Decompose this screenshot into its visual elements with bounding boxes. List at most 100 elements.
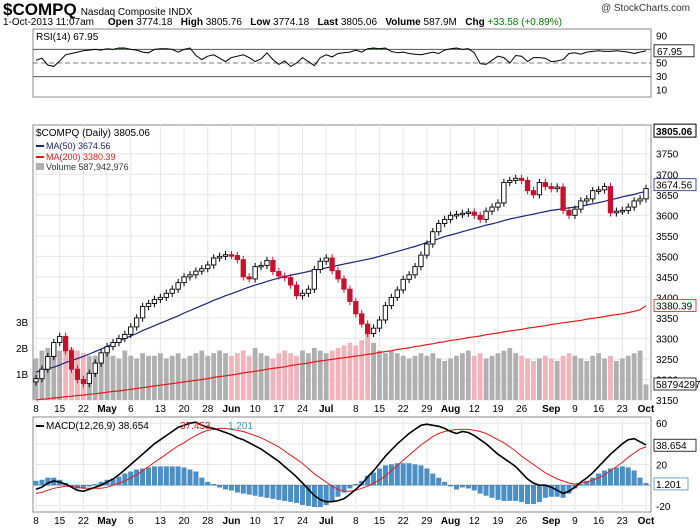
- candle-up: [51, 342, 57, 357]
- volume-bar: [223, 353, 228, 400]
- macd-x-tick-label: 15: [54, 516, 66, 527]
- volume-bar: [424, 355, 430, 400]
- volume-bar: [104, 353, 110, 400]
- price-x-tick-label: 8: [353, 404, 359, 415]
- volume-bar: [507, 348, 513, 400]
- macd-histogram-bar: [412, 464, 418, 486]
- price-x-tick-label: Sep: [542, 404, 560, 415]
- macd-line: [35, 421, 647, 503]
- volume-bar: [525, 358, 530, 400]
- candle-up: [394, 289, 400, 298]
- volume-bar: [590, 355, 596, 400]
- volume-bar: [596, 353, 602, 400]
- candle-up: [305, 288, 312, 294]
- macd-histogram-bar: [264, 485, 270, 498]
- candle-up: [216, 255, 223, 259]
- candle-down: [548, 186, 554, 190]
- volume-bar: [602, 358, 607, 400]
- candle-up: [252, 266, 258, 280]
- volume-bar: [128, 355, 134, 400]
- macd-x-tick-label: 13: [155, 516, 167, 527]
- macd-histogram-bar: [489, 485, 495, 498]
- macd-histogram-bar: [525, 485, 531, 504]
- macd-histogram-bar: [424, 468, 430, 486]
- volume-bar: [335, 348, 341, 400]
- candle-up: [151, 298, 158, 304]
- macd-histogram-bar: [477, 485, 483, 494]
- volume-bar: [572, 355, 578, 400]
- macd-x-tick-label: 20: [178, 516, 190, 527]
- macd-histogram-bar: [305, 485, 311, 506]
- macd-histogram-bar: [146, 467, 151, 486]
- macd-x-tick-label: Jul: [319, 516, 334, 527]
- macd-histogram-bar: [418, 465, 424, 486]
- volume-bar: [98, 358, 104, 400]
- macd-histogram-bar: [643, 482, 649, 486]
- volume-bar: [388, 350, 394, 400]
- volume-bar: [152, 355, 157, 400]
- macd-y-tick-label: 60: [656, 419, 668, 430]
- volume-bar: [187, 355, 193, 400]
- macd-histogram-bar: [625, 467, 631, 486]
- price-x-tick-label: May: [97, 404, 117, 415]
- candle-up: [513, 177, 519, 181]
- volume-bar: [613, 361, 619, 400]
- macd-histogram-bar: [163, 466, 169, 486]
- volume-bar: [359, 340, 365, 400]
- candle-up: [98, 352, 104, 364]
- macd-x-tick-label: 8: [33, 516, 39, 527]
- candle-up: [459, 212, 466, 216]
- candle-down: [282, 275, 288, 279]
- volume-bar: [211, 353, 217, 400]
- candle-up: [122, 333, 128, 339]
- price-x-tick-label: 15: [54, 404, 66, 415]
- macd-histogram-bar: [169, 466, 175, 486]
- macd-x-tick-label: 9: [572, 516, 578, 527]
- candle-up: [323, 257, 329, 262]
- volume-bar: [276, 353, 282, 400]
- macd-histogram-bar: [199, 477, 205, 486]
- volume-bar: [240, 350, 246, 400]
- volume-bar: [146, 355, 151, 400]
- macd-last-box: [653, 438, 697, 452]
- macd-histogram-bar: [217, 485, 223, 488]
- price-y-tick-label: 3750: [656, 150, 679, 161]
- volume-bar: [460, 353, 465, 400]
- macd-legend-hist: 1.201: [228, 421, 253, 432]
- rsi-last-value-label: 67.95: [657, 47, 682, 58]
- candle-down: [542, 182, 548, 188]
- macd-histogram-bar: [548, 485, 554, 497]
- candle-up: [376, 319, 383, 329]
- macd-histogram-bar: [140, 468, 146, 486]
- candle-up: [590, 190, 596, 200]
- volume-bar: [294, 355, 299, 400]
- macd-x-tick-label: Oct: [638, 516, 655, 527]
- last-value: 3805.06: [340, 17, 378, 28]
- volume-bar: [495, 353, 501, 400]
- volume-bar: [608, 355, 613, 400]
- candle-down: [471, 211, 477, 216]
- volume-bar: [193, 353, 199, 400]
- open-label: Open: [107, 17, 134, 28]
- high-value: 3805.76: [205, 17, 242, 28]
- macd-histogram-bar: [637, 477, 643, 486]
- symbol: $COMPQ: [3, 0, 77, 19]
- volume-bar: [134, 358, 140, 400]
- candle-up: [412, 266, 418, 276]
- volume-bar: [329, 350, 335, 400]
- candle-down: [240, 259, 246, 278]
- candle-up: [45, 356, 51, 370]
- candle-up: [507, 179, 513, 183]
- candle-down: [80, 379, 87, 385]
- macd-x-tick-label: 26: [516, 516, 528, 527]
- volume-bar: [477, 353, 483, 400]
- price-x-tick-label: 16: [593, 404, 605, 415]
- macd-histogram-bar: [619, 466, 625, 486]
- volume-bar: [371, 342, 376, 400]
- volume-bar: [619, 358, 625, 400]
- macd-x-tick-label: 10: [250, 516, 262, 527]
- candle-up: [128, 326, 134, 335]
- volume-bar: [175, 353, 181, 400]
- price-x-tick-label: 9: [572, 404, 578, 415]
- price-legend: $COMPQ (Daily) 3805.06 MA(50) 3674.56 MA…: [36, 128, 150, 172]
